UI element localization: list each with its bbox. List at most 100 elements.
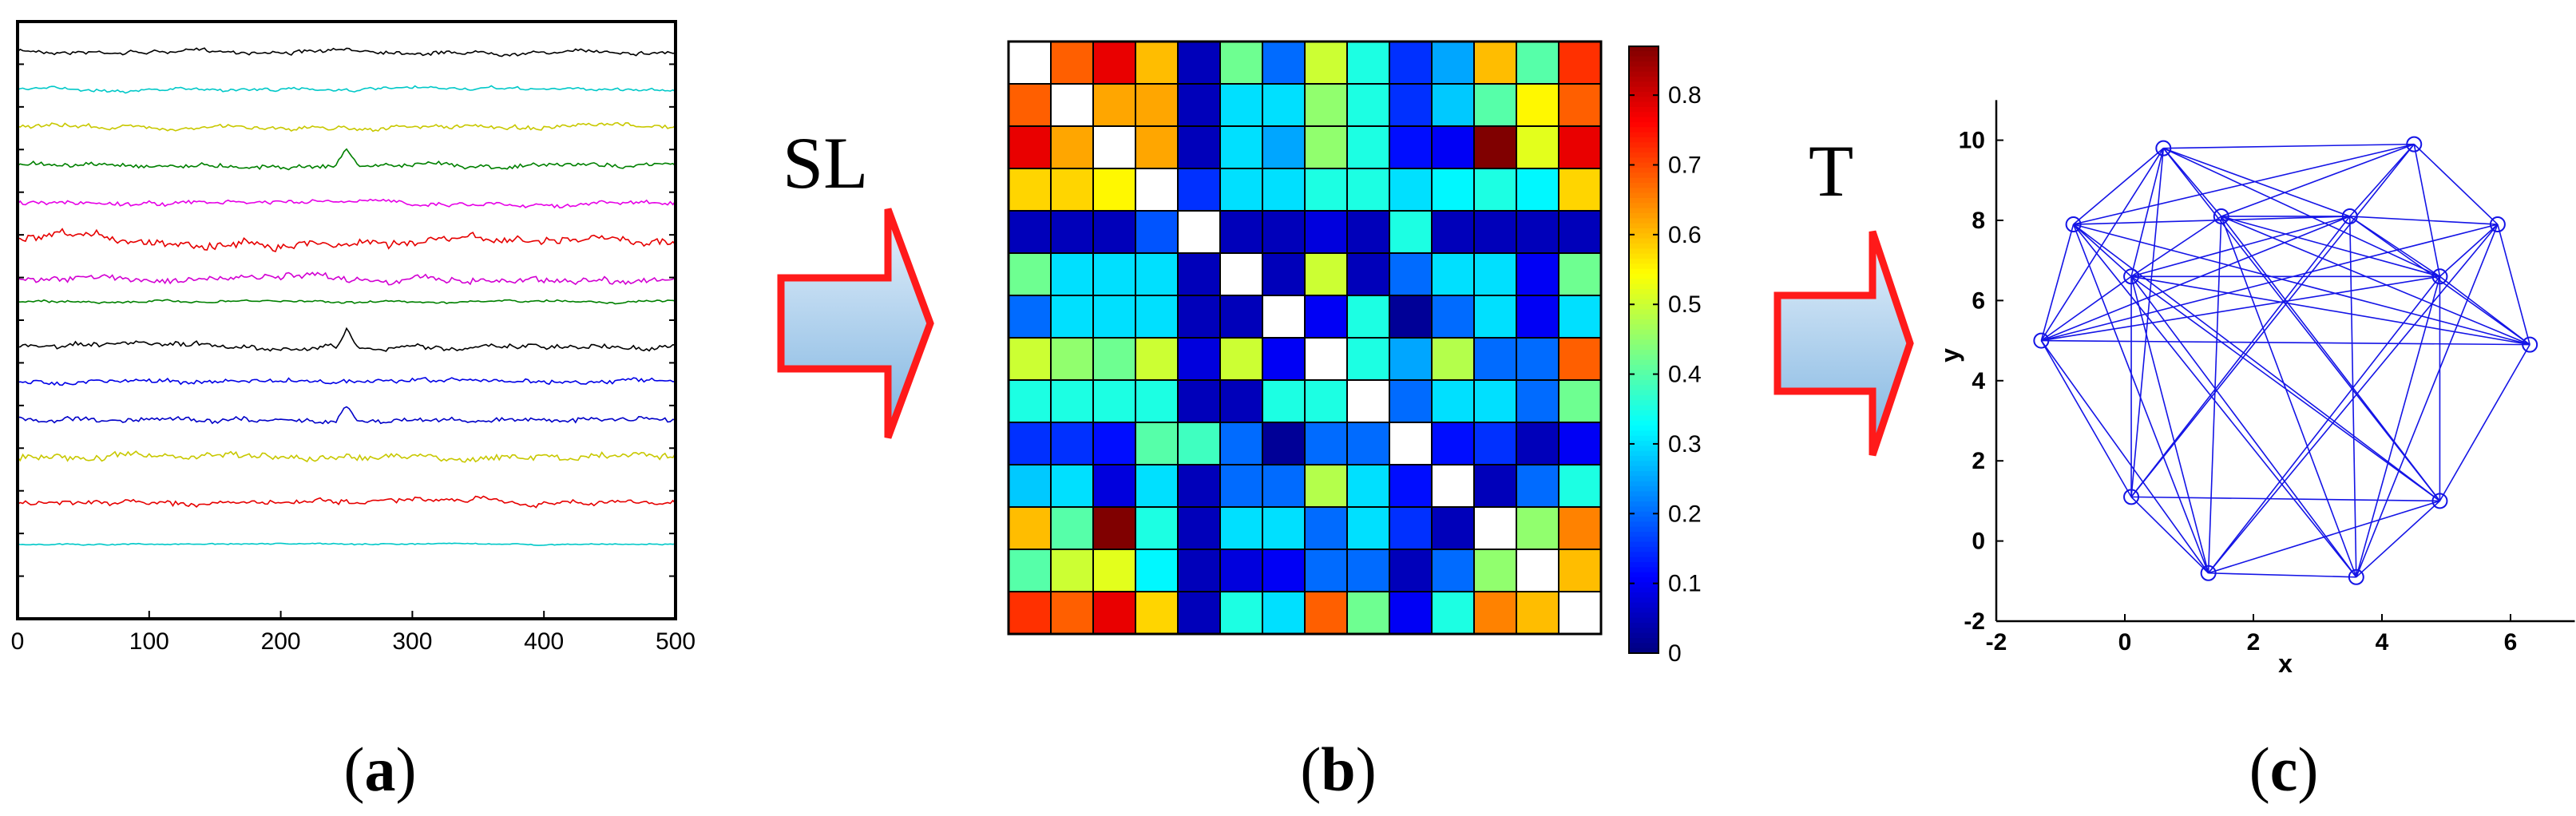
heatmap-cell [1092,168,1136,212]
heatmap-cell [1304,506,1348,550]
heatmap-cell [1050,252,1094,296]
panel-label-a: (a) [344,735,417,804]
x-tick-label: 0 [2118,629,2132,656]
timeseries-line [17,377,676,386]
y-tick-label: 0 [1972,529,1985,555]
colorbar-segment [1629,562,1659,568]
graph-edge [2130,144,2415,497]
heatmap-cell [1473,83,1517,127]
colorbar-segment [1629,380,1659,386]
colorbar-segment [1629,213,1659,220]
heatmap-cell [1262,337,1306,381]
colorbar-segment [1629,541,1659,548]
heatmap-cell [1050,464,1094,508]
heatmap-cell [1092,379,1136,423]
colorbar-segment [1629,268,1659,275]
heatmap-cell [1262,591,1306,635]
colorbar-tick-label: 0.1 [1668,571,1702,597]
heatmap-cell [1177,41,1221,85]
colorbar-segment [1629,597,1659,604]
graph-edge [2041,216,2351,342]
colorbar-segment [1629,168,1659,174]
colorbar-segment [1629,582,1659,588]
colorbar-segment [1629,198,1659,204]
colorbar-segment [1629,456,1659,462]
colorbar-segment [1629,101,1659,108]
colorbar-segment [1629,617,1659,624]
graph-edge [2413,144,2441,277]
graph-edge [2040,340,2132,497]
heatmap-cell [1389,125,1433,169]
colorbar-segment [1629,127,1659,133]
colorbar-segment [1629,153,1659,159]
colorbar-segment [1629,233,1659,240]
colorbar-tick-label: 0.5 [1668,291,1702,318]
heatmap-cell [1262,41,1306,85]
heatmap-cell [1304,210,1348,254]
heatmap-cell [1346,464,1390,508]
colorbar-segment [1629,450,1659,457]
heatmap-cell [1219,252,1263,296]
colorbar-tick-label: 0.6 [1668,222,1702,248]
colorbar-segment [1629,481,1659,487]
x-tick-label: 200 [261,628,301,655]
colorbar-segment [1629,521,1659,528]
heatmap-cell [1431,337,1475,381]
heatmap-cell [1008,549,1052,592]
heatmap-cell [1135,422,1179,465]
heatmap-cell [1346,506,1390,550]
timeseries-line [17,299,676,305]
heatmap-cells [1007,40,1603,636]
heatmap-cell [1389,337,1433,381]
heatmap-cell [1304,168,1348,212]
graph-edge [2073,216,2350,225]
graph-node [2348,568,2364,585]
heatmap-cell [1135,41,1179,85]
graph-edge [2349,216,2498,225]
heatmap-cell [1473,549,1517,592]
graph-node [2489,216,2506,233]
colorbar-segment [1629,638,1659,644]
heatmap-cell [1516,422,1559,465]
colorbar-segment [1629,183,1659,189]
heatmap-cell [1177,549,1221,592]
heatmap-cell [1346,549,1390,592]
heatmap-cell [1431,125,1475,169]
colorbar-segment [1629,142,1659,149]
colorbar-segment [1629,643,1659,649]
colorbar-segment [1629,344,1659,351]
heatmap-cell [1135,295,1179,339]
x-tick-label: 2 [2247,629,2261,656]
colorbar-segment [1629,608,1659,614]
heatmap-cell [1262,295,1306,339]
heatmap-cell [1558,252,1602,296]
graph-edge [2439,275,2530,346]
graph-edge [2208,224,2499,574]
colorbar-segment [1629,61,1659,68]
timeseries-line [17,542,676,546]
colorbar-segment [1629,648,1659,654]
graph-edge [2130,148,2165,497]
graph-edge [2163,147,2351,217]
colorbar-segment [1629,147,1659,153]
heatmap-cell [1346,83,1390,127]
colorbar-segment [1629,461,1659,467]
colorbar-segment [1629,426,1659,432]
graph-node [2522,336,2538,353]
heatmap-cell [1008,83,1052,127]
heatmap-cell [1092,41,1136,85]
heatmap-cell [1135,506,1179,550]
heatmap-cell [1219,210,1263,254]
timeseries-line [17,228,676,252]
colorbar-segment [1629,623,1659,629]
colorbar-segment [1629,390,1659,396]
heatmap-cell [1050,549,1094,592]
graph-node [2065,216,2082,233]
heatmap-cell [1008,210,1052,254]
colorbar-segment [1629,304,1659,311]
heatmap-cell [1135,379,1179,423]
graph-edge [2221,143,2415,217]
heatmap-cell [1558,464,1602,508]
heatmap-cell [1516,168,1559,212]
colorbar-segment [1629,192,1659,199]
